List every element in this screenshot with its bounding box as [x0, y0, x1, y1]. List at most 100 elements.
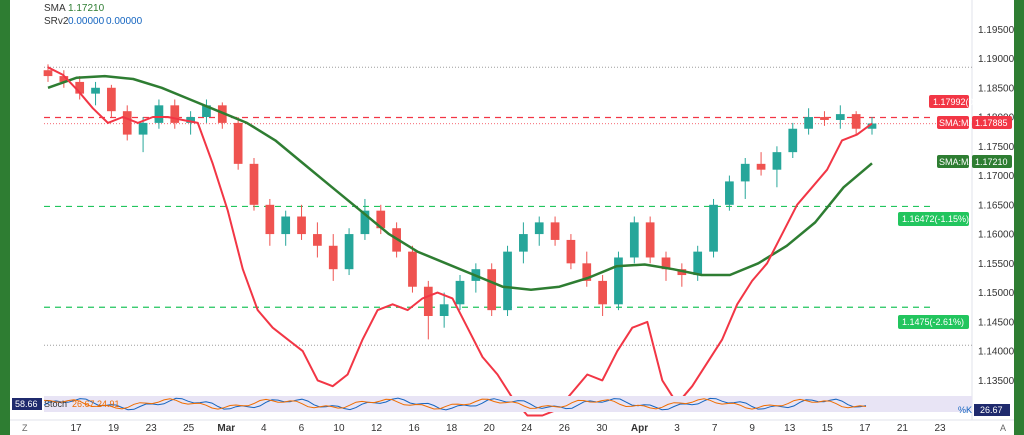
svg-text:1.1475(-2.61%): 1.1475(-2.61%)	[902, 317, 964, 327]
candle-body	[360, 210, 370, 235]
candle-body	[91, 87, 100, 94]
candle-body	[709, 204, 718, 252]
legend-srv2-value2: 0.00000	[106, 16, 143, 27]
price-tick-label: 1.16500	[978, 200, 1015, 211]
candle-body	[598, 280, 607, 305]
date-tick-label: 19	[108, 423, 120, 434]
price-tick-label: 1.19500	[978, 25, 1015, 36]
candle-body	[75, 81, 85, 94]
candle-body	[423, 286, 433, 316]
candle-body	[297, 216, 306, 235]
candle-body	[328, 245, 338, 270]
date-tick-label: 6	[299, 423, 305, 434]
candle-body	[756, 163, 766, 170]
stoch-values: 26.67 24.91	[72, 399, 120, 409]
date-tick-label: 25	[183, 423, 195, 434]
date-tick-label: 23	[934, 423, 946, 434]
legend-srv2-value1: 0.00000	[68, 16, 105, 27]
date-tick-label: 13	[784, 423, 796, 434]
candles	[43, 64, 877, 340]
price-tick-label: 1.13500	[978, 376, 1015, 387]
date-tick-label: 26	[559, 423, 571, 434]
stoch-d-line	[43, 398, 867, 410]
date-tick-label: 4	[261, 423, 267, 434]
axis-corner-right: A	[1000, 423, 1006, 433]
candle-body	[376, 210, 386, 229]
candle-body	[835, 114, 845, 120]
candle-body	[233, 122, 243, 164]
date-tick-label: 17	[859, 423, 871, 434]
price-tick-label: 1.14000	[978, 347, 1015, 358]
price-tick-label: 1.17500	[978, 142, 1015, 153]
candle-body	[725, 181, 734, 205]
stoch-right-badge	[974, 404, 1010, 416]
support1-tag: 1.16472(-1.15%)	[898, 212, 969, 226]
candle-body	[281, 216, 291, 235]
date-tick-label: 16	[409, 423, 421, 434]
date-tick-label: 21	[897, 423, 909, 434]
svg-text:1.16472(-1.15%): 1.16472(-1.15%)	[902, 214, 969, 224]
svg-text:SMA:MA: SMA:MA	[939, 118, 975, 128]
candle-body	[265, 204, 275, 235]
slow-sma-line	[47, 74, 873, 291]
price-tick-label: 1.14500	[978, 317, 1015, 328]
legend-sma-label: SMA	[44, 3, 66, 14]
candle-body	[202, 105, 211, 118]
candle-body	[740, 163, 750, 182]
stoch-k-line	[43, 397, 867, 411]
candle-body	[867, 123, 877, 129]
date-tick-label: 24	[521, 423, 533, 434]
stoch-left-badge	[12, 398, 42, 410]
candle-body	[439, 304, 449, 316]
candle-body	[804, 117, 813, 129]
date-tick-label: 15	[822, 423, 834, 434]
stoch-right-label: %K	[958, 405, 972, 415]
date-tick-label: 30	[596, 423, 608, 434]
candle-body	[614, 257, 623, 305]
candle-body	[661, 257, 671, 270]
candle-body	[59, 76, 69, 82]
slow-ma-tag: SMA:MA 1.17210	[937, 155, 1012, 168]
candle-body	[487, 269, 497, 311]
candle-body	[820, 117, 829, 120]
stoch-label: Stoch	[44, 399, 67, 409]
date-tick-label: Apr	[631, 423, 648, 434]
price-tick-label: 1.16000	[978, 230, 1015, 241]
candle-body	[772, 152, 782, 170]
price-tick-label: 1.17000	[978, 171, 1015, 182]
candle-body	[43, 70, 53, 77]
stoch-right-value: 26.67	[980, 405, 1003, 415]
date-tick-label: 3	[674, 423, 680, 434]
candle-body	[249, 163, 259, 205]
candle-body	[122, 111, 132, 135]
resistance-tag: 1.17992(0.14%)	[929, 95, 997, 108]
fast-ma-tag: SMA:MA 1.17885	[937, 116, 1012, 129]
price-axis-labels: 1.195001.190001.185001.180001.175001.170…	[978, 25, 1015, 387]
time-axis-labels: 17 19 23 25 Mar 4 6 10 12 16 18 20 24 26 30 Apr 3 7 9 13 15 1…	[70, 423, 946, 434]
svg-text:1.17885: 1.17885	[975, 118, 1008, 128]
moving-averages	[47, 66, 873, 417]
stoch-left-value: 58.66	[15, 399, 38, 409]
candle-body	[107, 87, 116, 112]
date-tick-label: 23	[146, 423, 158, 434]
support2-tag: 1.1475(-2.61%)	[898, 315, 969, 329]
date-tick-label: 9	[749, 423, 755, 434]
candle-body	[170, 105, 180, 123]
date-tick-label: 12	[371, 423, 383, 434]
legend-sma-value: 1.17210	[68, 3, 105, 14]
date-tick-label: 20	[484, 423, 496, 434]
candle-body	[534, 222, 544, 235]
candle-body	[629, 222, 639, 258]
candle-body	[455, 280, 465, 305]
candle-body	[645, 222, 655, 258]
svg-text:1.17992(0.14%): 1.17992(0.14%)	[933, 97, 997, 107]
left-frame-bar	[0, 0, 10, 435]
candle-body	[693, 251, 703, 276]
svg-text:SMA:MA: SMA:MA	[939, 157, 975, 167]
candle-body	[186, 117, 195, 123]
right-frame-bar	[1014, 0, 1024, 435]
price-tick-label: 1.15500	[978, 259, 1015, 270]
candle-body	[550, 222, 560, 240]
